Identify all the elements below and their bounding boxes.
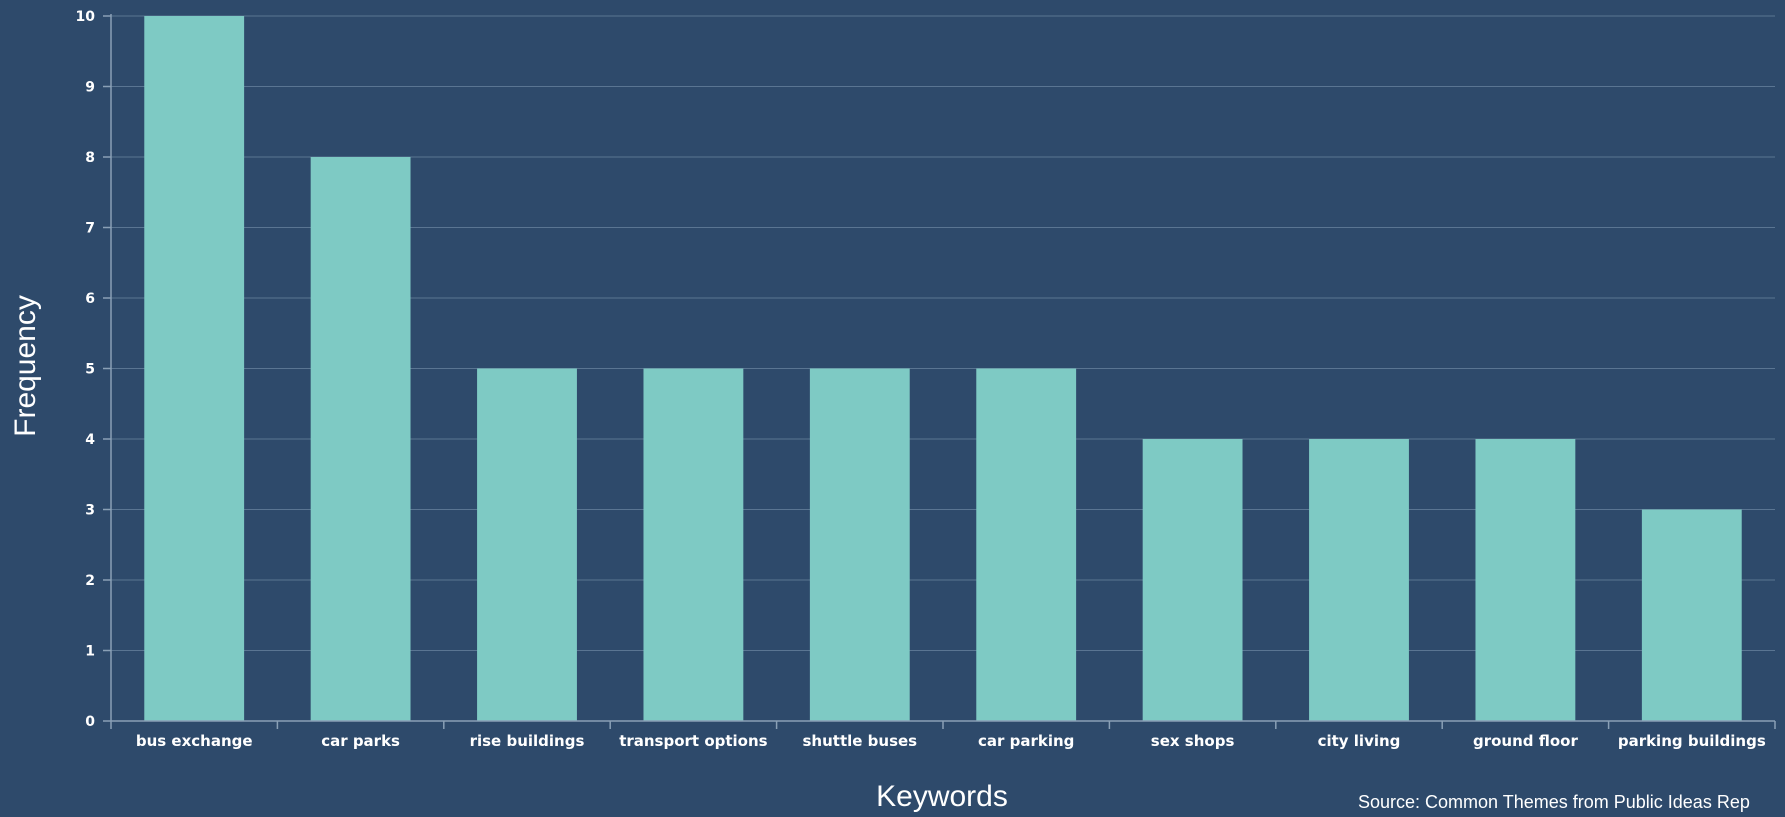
y-tick-label: 2 — [85, 573, 95, 589]
bar-rise-buildings[interactable] — [477, 368, 577, 722]
bar-ground-floor[interactable] — [1475, 439, 1576, 721]
bars — [144, 16, 1742, 722]
x-tick-label: ground floor — [1473, 732, 1578, 750]
x-tick-label: bus exchange — [136, 732, 253, 750]
x-tick-labels: bus exchange car parks rise buildings trans… — [136, 732, 1766, 750]
x-tick-label: transport options — [619, 732, 767, 750]
y-tick-label: 9 — [85, 80, 95, 96]
y-tick-label: 3 — [85, 503, 95, 519]
source-note: Source: Common Themes from Public Ideas … — [1358, 792, 1750, 812]
x-tick-label: shuttle buses — [802, 732, 917, 750]
x-tick-label: city living — [1318, 732, 1401, 750]
y-tick-labels: 0 1 2 3 4 5 6 7 8 9 10 — [76, 9, 96, 730]
y-tick-label: 8 — [85, 150, 95, 166]
x-tick-label: sex shops — [1151, 732, 1235, 750]
x-tick-label: parking buildings — [1618, 732, 1766, 750]
y-tick-label: 4 — [85, 432, 95, 448]
x-tick-label: car parking — [978, 732, 1074, 750]
x-axis-title: Keywords — [876, 780, 1008, 813]
y-tick-label: 6 — [85, 291, 95, 307]
y-tick-label: 0 — [85, 714, 95, 730]
y-tick-label: 10 — [76, 9, 96, 25]
bar-transport-options[interactable] — [643, 368, 744, 722]
axes — [103, 14, 1776, 729]
x-tick-label: rise buildings — [470, 732, 585, 750]
bar-city-living[interactable] — [1309, 439, 1409, 721]
bar-sex-shops[interactable] — [1142, 439, 1243, 721]
bar-bus-exchange[interactable] — [144, 16, 245, 721]
bar-car-parks[interactable] — [310, 157, 411, 721]
bar-parking-buildings[interactable] — [1641, 509, 1742, 722]
bar-car-parking[interactable] — [976, 368, 1077, 722]
y-tick-label: 1 — [85, 644, 95, 660]
x-tick-label: car parks — [321, 732, 400, 750]
bar-shuttle-buses[interactable] — [809, 368, 910, 722]
y-tick-label: 7 — [85, 221, 95, 237]
y-axis-title: Frequency — [9, 295, 42, 437]
y-tick-label: 5 — [85, 362, 95, 378]
